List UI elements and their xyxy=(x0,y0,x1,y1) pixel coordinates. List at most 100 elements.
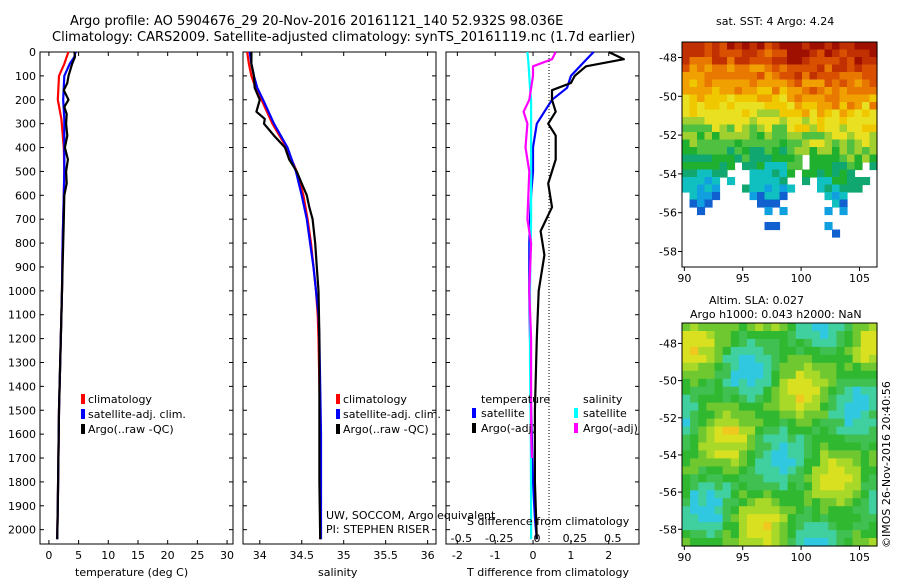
map-lat-tick-label: -54 xyxy=(659,168,677,181)
sla-cell xyxy=(795,538,805,547)
sst-cell xyxy=(809,169,818,178)
sla-cell xyxy=(738,466,748,475)
sst-cell xyxy=(817,94,826,103)
sla-cell xyxy=(860,490,870,499)
sla-cell xyxy=(828,346,837,356)
sla-map-title-2: Argo h1000: 0.043 h2000: NaN xyxy=(690,308,862,321)
sst-cell xyxy=(794,139,803,148)
sla-cell xyxy=(868,538,878,547)
sla-cell xyxy=(763,323,772,332)
sla-cell xyxy=(763,338,772,348)
sst-cell xyxy=(682,169,691,178)
sla-cell xyxy=(812,410,821,420)
sst-cell xyxy=(682,42,691,51)
sla-cell xyxy=(860,514,870,523)
sst-cell xyxy=(697,87,706,96)
difference-axes xyxy=(445,51,640,545)
sla-cell xyxy=(730,378,740,388)
sla-cell xyxy=(706,466,716,475)
sla-cell xyxy=(738,338,748,348)
sla-cell xyxy=(852,362,862,372)
sla-cell xyxy=(820,362,829,372)
sst-cell xyxy=(697,109,706,118)
sla-cell xyxy=(690,394,699,404)
sla-cell xyxy=(779,530,789,539)
sst-cell xyxy=(734,64,743,73)
sla-cell xyxy=(755,442,764,452)
sst-cell xyxy=(734,42,743,51)
map-lat-tick-label: -56 xyxy=(659,207,677,220)
sla-cell xyxy=(820,466,829,475)
sla-cell xyxy=(722,450,732,459)
sla-cell xyxy=(682,474,691,483)
depth-tick-label: 300 xyxy=(15,118,36,131)
sla-cell xyxy=(836,354,846,364)
sst-cell xyxy=(727,72,736,81)
sla-cell xyxy=(795,530,805,539)
x-tick-label: 30 xyxy=(220,549,234,562)
sla-cell xyxy=(755,362,764,372)
sst-cell xyxy=(757,42,766,51)
sla-cell xyxy=(738,482,748,491)
sla-cell xyxy=(844,506,854,515)
sla-cell xyxy=(852,338,862,348)
sst-cell xyxy=(809,94,818,103)
sst-cell xyxy=(757,199,766,208)
sst-cell xyxy=(817,117,826,126)
map-lon-tick-label: 105 xyxy=(849,272,870,285)
sst-cell xyxy=(682,57,691,66)
x-tick-label: 0 xyxy=(45,549,52,562)
sla-cell xyxy=(803,450,813,459)
sla-cell xyxy=(690,338,699,348)
sla-cell xyxy=(852,323,862,332)
sst-cell xyxy=(697,79,706,88)
sla-cell xyxy=(812,458,821,467)
sst-cell xyxy=(854,42,863,51)
sst-cell xyxy=(749,154,758,163)
sla-cell xyxy=(722,514,732,523)
sla-cell xyxy=(852,490,862,499)
sst-cell xyxy=(734,94,743,103)
sla-cell xyxy=(844,378,854,388)
sla-cell xyxy=(860,458,870,467)
sla-cell xyxy=(690,458,699,467)
sla-cell xyxy=(722,482,732,491)
sst-cell xyxy=(847,154,856,163)
sst-cell xyxy=(854,162,863,171)
sla-cell xyxy=(682,490,691,499)
sst-cell xyxy=(749,117,758,126)
depth-tick-label: 700 xyxy=(15,213,36,226)
sla-cell xyxy=(860,370,870,380)
sst-cell xyxy=(719,102,728,111)
sst-cell xyxy=(854,154,863,163)
sst-cell xyxy=(757,87,766,96)
sst-cell xyxy=(772,184,781,193)
sla-cell xyxy=(690,402,699,412)
sst-cell xyxy=(869,87,878,96)
sst-cell xyxy=(854,57,863,66)
sla-cell xyxy=(779,482,789,491)
sst-cell xyxy=(749,169,758,178)
sla-cell xyxy=(836,514,846,523)
sla-map xyxy=(682,323,878,547)
sla-cell xyxy=(820,458,829,467)
sla-cell xyxy=(738,434,748,444)
sst-cell xyxy=(839,102,848,111)
sst-cell xyxy=(817,57,826,66)
sst-cell xyxy=(689,117,698,126)
sla-cell xyxy=(787,386,797,396)
sla-cell xyxy=(682,442,691,452)
sla-cell xyxy=(690,331,699,340)
sst-cell xyxy=(712,42,721,51)
sla-cell xyxy=(820,338,829,348)
sla-cell xyxy=(795,442,805,452)
sla-cell xyxy=(828,370,837,380)
sla-cell xyxy=(763,482,772,491)
sla-cell xyxy=(722,370,732,380)
sla-cell xyxy=(738,370,748,380)
sla-cell xyxy=(836,394,846,404)
sla-cell xyxy=(868,442,878,452)
sla-cell xyxy=(730,354,740,364)
sst-cell xyxy=(854,79,863,88)
